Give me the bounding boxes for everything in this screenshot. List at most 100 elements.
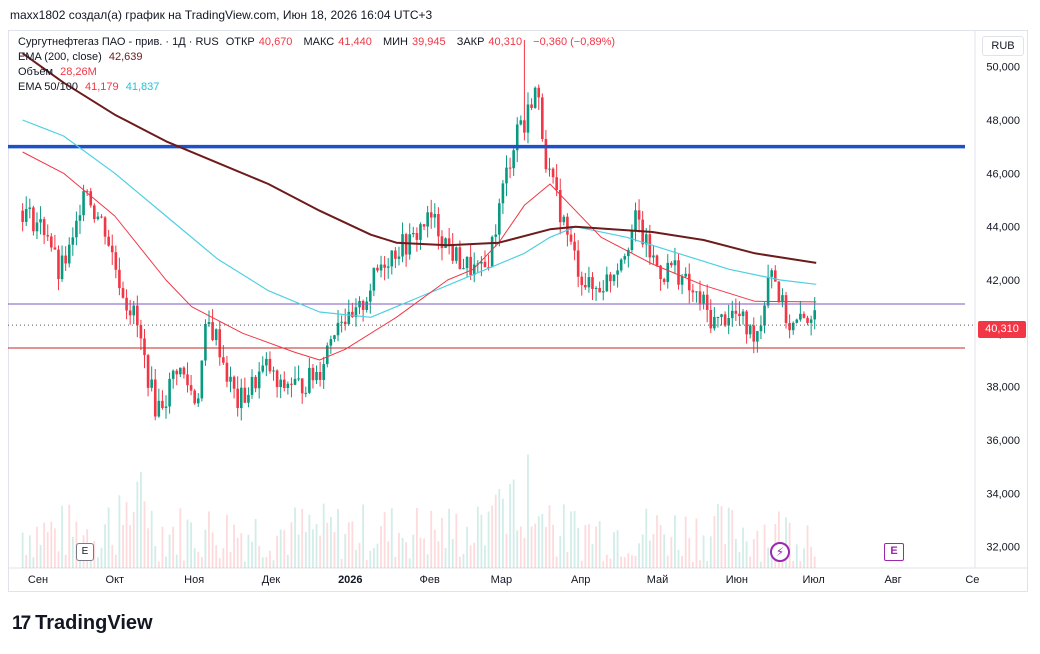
volume-bar (727, 507, 730, 568)
volume-bar (433, 529, 436, 568)
volume-bar (616, 530, 619, 568)
volume-bar (405, 542, 408, 568)
volume-bar (372, 548, 375, 568)
candle-body (128, 310, 132, 316)
candle-body (343, 321, 347, 325)
candle-body (415, 232, 419, 240)
candle-body (200, 360, 204, 399)
volume-bar (351, 521, 354, 568)
volume-bar (68, 504, 71, 568)
ema50100-label[interactable]: EMA 50/100 (18, 81, 78, 93)
volume-bar (290, 522, 293, 568)
earnings-icon[interactable]: E (76, 543, 94, 561)
volume-bar (777, 511, 780, 568)
volume-bar (559, 536, 562, 568)
candle-body (508, 167, 512, 169)
volume-bar (541, 513, 544, 568)
volume-bar (562, 504, 565, 568)
candle-body (21, 210, 24, 222)
ema100-line (22, 119, 817, 318)
candle-body (71, 237, 75, 245)
volume-bar (767, 547, 770, 568)
volume-bar (799, 561, 802, 568)
candle-body (153, 379, 157, 417)
calendar-icon[interactable]: E (884, 543, 904, 561)
y-tick-label: 44,000 (986, 222, 1020, 234)
y-tick-label: 36,000 (986, 435, 1020, 447)
volume-bar (383, 512, 386, 568)
volume-bar (107, 507, 110, 568)
volume-bar (523, 537, 526, 568)
y-tick-label: 32,000 (986, 542, 1020, 554)
candle-body (318, 371, 322, 380)
candle-body (110, 245, 114, 253)
ema50-value: 41,179 (85, 81, 119, 93)
candle-body (372, 267, 376, 291)
candle-body (437, 213, 440, 237)
candle-body (501, 183, 505, 204)
volume-label[interactable]: Объём (18, 66, 54, 78)
volume-bar (97, 557, 99, 568)
candle-body (569, 234, 573, 242)
candle-body (594, 287, 598, 289)
candle-body (684, 273, 687, 277)
candle-body (193, 390, 196, 404)
volume-bar (50, 521, 53, 568)
volume-bar (505, 533, 508, 568)
ema200-label[interactable]: EMA (200, close) (18, 51, 102, 63)
candle-body (157, 400, 161, 417)
volume-bar (444, 548, 447, 568)
volume-bar (347, 522, 350, 568)
volume-bar (297, 534, 300, 568)
volume-bar (132, 512, 135, 568)
volume-bar (745, 541, 748, 568)
candle-body (609, 274, 612, 282)
candle-body (261, 365, 265, 372)
volume-bar (648, 540, 651, 568)
candle-body (239, 387, 243, 409)
legend-ema50100-row: EMA 50/100 41,179 41,837 (18, 80, 619, 95)
volume-bar (656, 515, 658, 568)
candle-body (311, 367, 315, 381)
candle-body (695, 291, 698, 293)
candle-body (440, 236, 444, 249)
y-tick-label: 34,000 (986, 488, 1020, 500)
currency-button[interactable]: RUB (982, 36, 1024, 56)
volume-bar (93, 540, 96, 568)
candle-body (214, 329, 218, 340)
candle-body (644, 234, 648, 245)
volume-bar (509, 483, 511, 568)
candle-body (766, 276, 770, 306)
volume-bar (226, 514, 228, 568)
volume-bar (734, 538, 737, 568)
candle-body (390, 250, 394, 267)
volume-bar (168, 534, 171, 568)
candle-body (146, 355, 150, 388)
candle-body (265, 358, 268, 366)
volume-bar (627, 553, 630, 568)
tradingview-logo[interactable]: 17 TradingView (12, 612, 153, 635)
symbol-label[interactable]: Сургутнефтегаз ПАО - прив. · 1Д · RUS (18, 36, 219, 48)
volume-bar (810, 546, 813, 568)
volume-bar (387, 541, 390, 568)
candle-body (304, 392, 308, 394)
volume-bar (157, 561, 160, 568)
volume-bar (426, 554, 429, 568)
volume-bar (355, 549, 357, 568)
candle-body (734, 310, 738, 314)
candle-body (551, 168, 555, 178)
close-value: 40,310 (488, 36, 523, 48)
volume-bar (57, 551, 60, 568)
candle-body (702, 294, 705, 304)
volume-bar (258, 545, 261, 568)
candle-body (161, 400, 164, 408)
close-label: ЗАКР (456, 36, 485, 48)
volume-bar (695, 518, 698, 568)
volume-bar (64, 554, 67, 568)
candle-body (429, 212, 433, 218)
volume-bar (276, 535, 279, 568)
lightning-icon[interactable]: ⚡ (770, 542, 790, 562)
high-label: МАКС (303, 36, 335, 48)
candle-body (781, 295, 784, 303)
